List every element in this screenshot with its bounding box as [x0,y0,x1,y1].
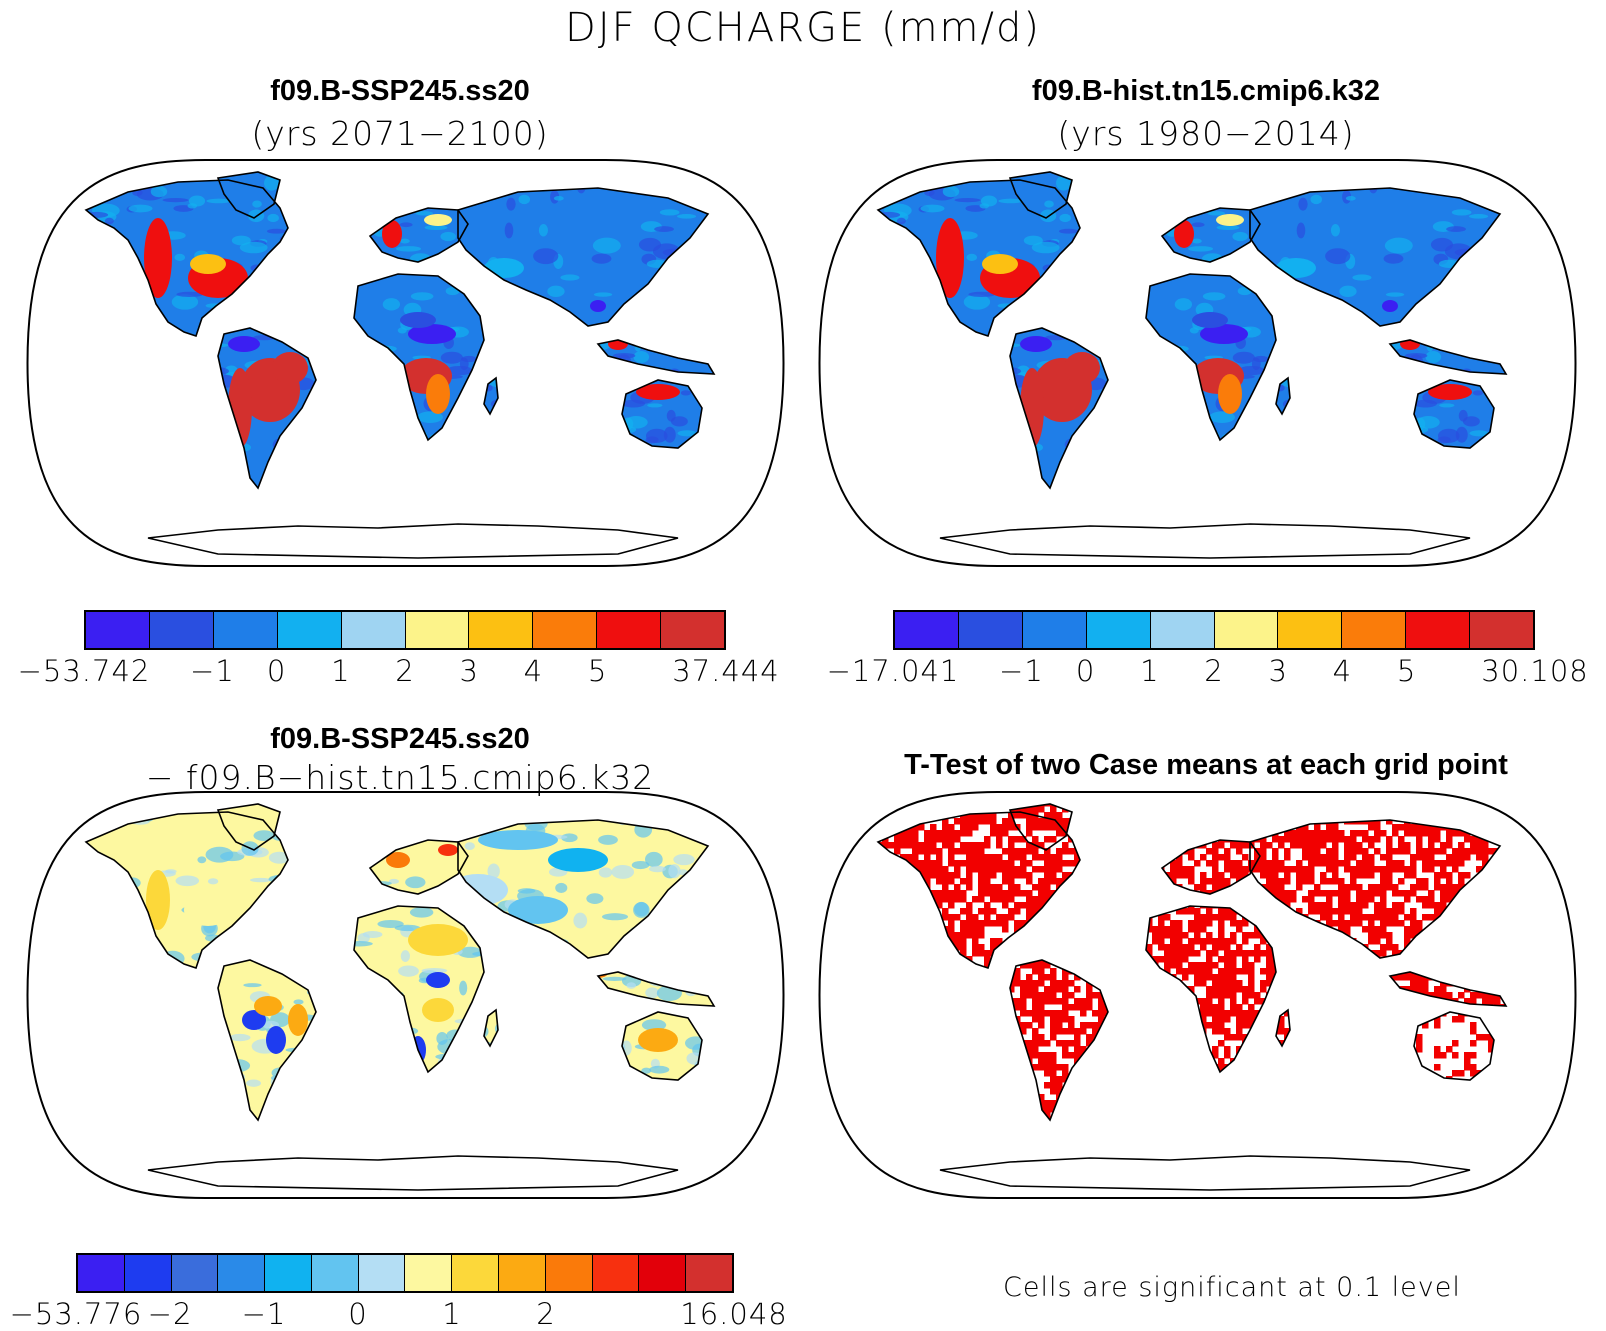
colorbar-swatch [359,1255,406,1291]
colorbar-swatch [593,1255,640,1291]
land-field [18,790,793,1200]
colorbar-swatch [452,1255,499,1291]
colorbar-tick-label: 5 [1397,654,1416,688]
colorbar-tick-label: −1 [190,654,235,688]
colorbar-swatch [86,612,150,648]
colorbar-swatch [1278,612,1342,648]
colorbar-swatch [312,1255,359,1291]
colorbar-swatch [1215,612,1279,648]
colorbar-swatch [499,1255,546,1291]
colorbar-swatch [1470,612,1533,648]
colorbar-top-left [84,610,726,650]
world-map-panel-bottom-right [810,790,1585,1200]
colorbar-tick-label: 30.108 [1481,654,1588,688]
colorbar-swatch [342,612,406,648]
colorbar-tick-label: 1 [331,654,350,688]
panel-title-bottom-right: T-Test of two Case means at each grid po… [806,748,1606,782]
colorbar-tick-label: 37.444 [672,654,779,688]
world-map-panel-top-left [18,158,793,568]
colorbar-swatch [78,1255,125,1291]
colorbar-top-right [893,610,1535,650]
colorbar-tick-label: −53.776 [10,1297,143,1331]
colorbar-swatch [150,612,214,648]
colorbar-swatch [405,1255,452,1291]
land-field [810,158,1585,568]
panel-subtitle-top-left: (yrs 2071−2100) [0,114,800,154]
colorbar-tick-label: 0 [1076,654,1095,688]
world-map-panel-bottom-left [18,790,793,1200]
colorbar-swatch [406,612,470,648]
colorbar-tick-label: 4 [524,654,543,688]
colorbar-tick-label: 1 [1140,654,1159,688]
colorbar-tick-label: 0 [267,654,286,688]
land-field [18,158,793,568]
world-map-panel-top-right [810,158,1585,568]
colorbar-tick-label: −1 [999,654,1044,688]
colorbar-swatch [1087,612,1151,648]
colorbar-tick-label: 0 [348,1297,367,1331]
colorbar-swatch [959,612,1023,648]
colorbar-swatch [172,1255,219,1291]
significance-note: Cells are significant at 0.1 level [1003,1272,1461,1303]
colorbar-swatch [546,1255,593,1291]
panel-title-top-left: f09.B-SSP245.ss20 [0,74,800,108]
colorbar-tick-label: 3 [459,654,478,688]
colorbar-swatch [278,612,342,648]
colorbar-swatch [533,612,597,648]
colorbar-tick-label: 5 [588,654,607,688]
colorbar-swatch [1342,612,1406,648]
colorbar-swatch [895,612,959,648]
colorbar-tick-label: −2 [148,1297,193,1331]
colorbar-tick-label: 1 [442,1297,461,1331]
colorbar-tick-label: 4 [1333,654,1352,688]
colorbar-swatch [1023,612,1087,648]
panel-title-top-right: f09.B-hist.tn15.cmip6.k32 [806,74,1606,108]
colorbar-swatch [686,1255,732,1291]
colorbar-bottom-left [76,1253,734,1293]
land-field [810,790,1585,1200]
colorbar-tick-label: 2 [1204,654,1223,688]
colorbar-swatch [218,1255,265,1291]
colorbar-tick-label: −17.041 [827,654,960,688]
colorbar-tick-label: 2 [395,654,414,688]
panel-subtitle-top-right: (yrs 1980−2014) [806,114,1606,154]
colorbar-tick-label: 16.048 [680,1297,787,1331]
colorbar-tick-label: −53.742 [18,654,151,688]
colorbar-swatch [265,1255,312,1291]
colorbar-tick-label: −1 [242,1297,287,1331]
colorbar-tick-label: 3 [1268,654,1287,688]
colorbar-swatch [125,1255,172,1291]
colorbar-swatch [1151,612,1215,648]
figure-title: DJF QCHARGE (mm/d) [0,0,1606,56]
colorbar-swatch [597,612,661,648]
colorbar-swatch [214,612,278,648]
colorbar-swatch [1406,612,1470,648]
panel-title-bottom-left: f09.B-SSP245.ss20 [0,722,800,756]
colorbar-swatch [469,612,533,648]
colorbar-swatch [661,612,724,648]
colorbar-swatch [639,1255,686,1291]
colorbar-tick-label: 2 [536,1297,555,1331]
